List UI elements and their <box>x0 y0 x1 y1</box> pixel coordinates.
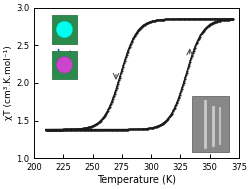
X-axis label: Temperature (K): Temperature (K) <box>96 175 175 185</box>
FancyBboxPatch shape <box>211 105 214 147</box>
FancyBboxPatch shape <box>52 15 77 44</box>
FancyBboxPatch shape <box>191 96 228 152</box>
FancyBboxPatch shape <box>218 107 220 145</box>
FancyBboxPatch shape <box>203 100 206 149</box>
Y-axis label: χT (cm³.K.mol⁻¹): χT (cm³.K.mol⁻¹) <box>4 46 13 120</box>
Ellipse shape <box>56 57 72 73</box>
Ellipse shape <box>56 21 72 38</box>
FancyBboxPatch shape <box>52 51 77 79</box>
